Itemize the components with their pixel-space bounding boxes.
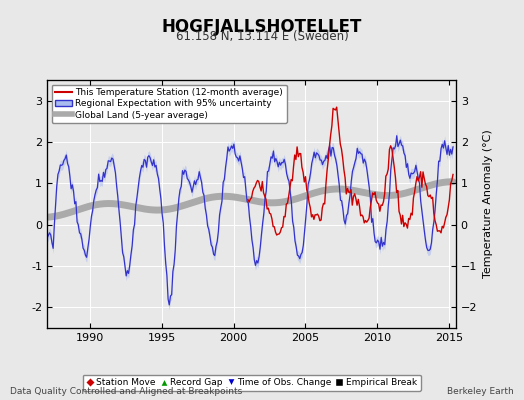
Text: Berkeley Earth: Berkeley Earth [447, 387, 514, 396]
Legend: Station Move, Record Gap, Time of Obs. Change, Empirical Break: Station Move, Record Gap, Time of Obs. C… [82, 375, 421, 391]
Y-axis label: Temperature Anomaly (°C): Temperature Anomaly (°C) [483, 130, 493, 278]
Text: HOGFJALLSHOTELLET: HOGFJALLSHOTELLET [162, 18, 362, 36]
Text: 61.158 N, 13.114 E (Sweden): 61.158 N, 13.114 E (Sweden) [176, 30, 348, 43]
Text: Data Quality Controlled and Aligned at Breakpoints: Data Quality Controlled and Aligned at B… [10, 387, 243, 396]
